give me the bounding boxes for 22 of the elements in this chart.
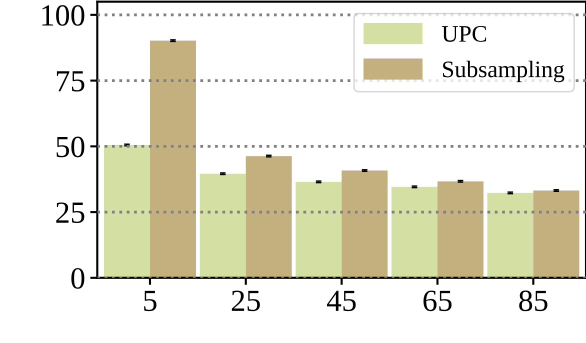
legend-label: Subsampling [443, 60, 564, 82]
x-tick-label: 5 [144, 290, 156, 312]
x-tick-label: 85 [519, 290, 548, 312]
y-tick-label: 50 [56, 136, 84, 158]
legend-label: UPC [442, 26, 486, 42]
x-tick-label: 65 [424, 290, 452, 312]
bar [246, 156, 292, 278]
bar [104, 145, 150, 278]
bar [391, 186, 438, 278]
y-tick-label: 75 [56, 71, 84, 92]
x-tick-label: 25 [232, 290, 260, 312]
y-tick-label: 0 [71, 268, 84, 289]
bar [150, 40, 196, 278]
bar [342, 170, 388, 278]
bar [296, 182, 342, 278]
bar [487, 192, 534, 278]
x-tick-label: 45 [326, 290, 356, 312]
bar [200, 174, 246, 278]
y-tick-label: 100 [42, 5, 84, 26]
bar [533, 190, 580, 278]
y-tick-label: 25 [56, 202, 84, 223]
bar [437, 181, 484, 278]
